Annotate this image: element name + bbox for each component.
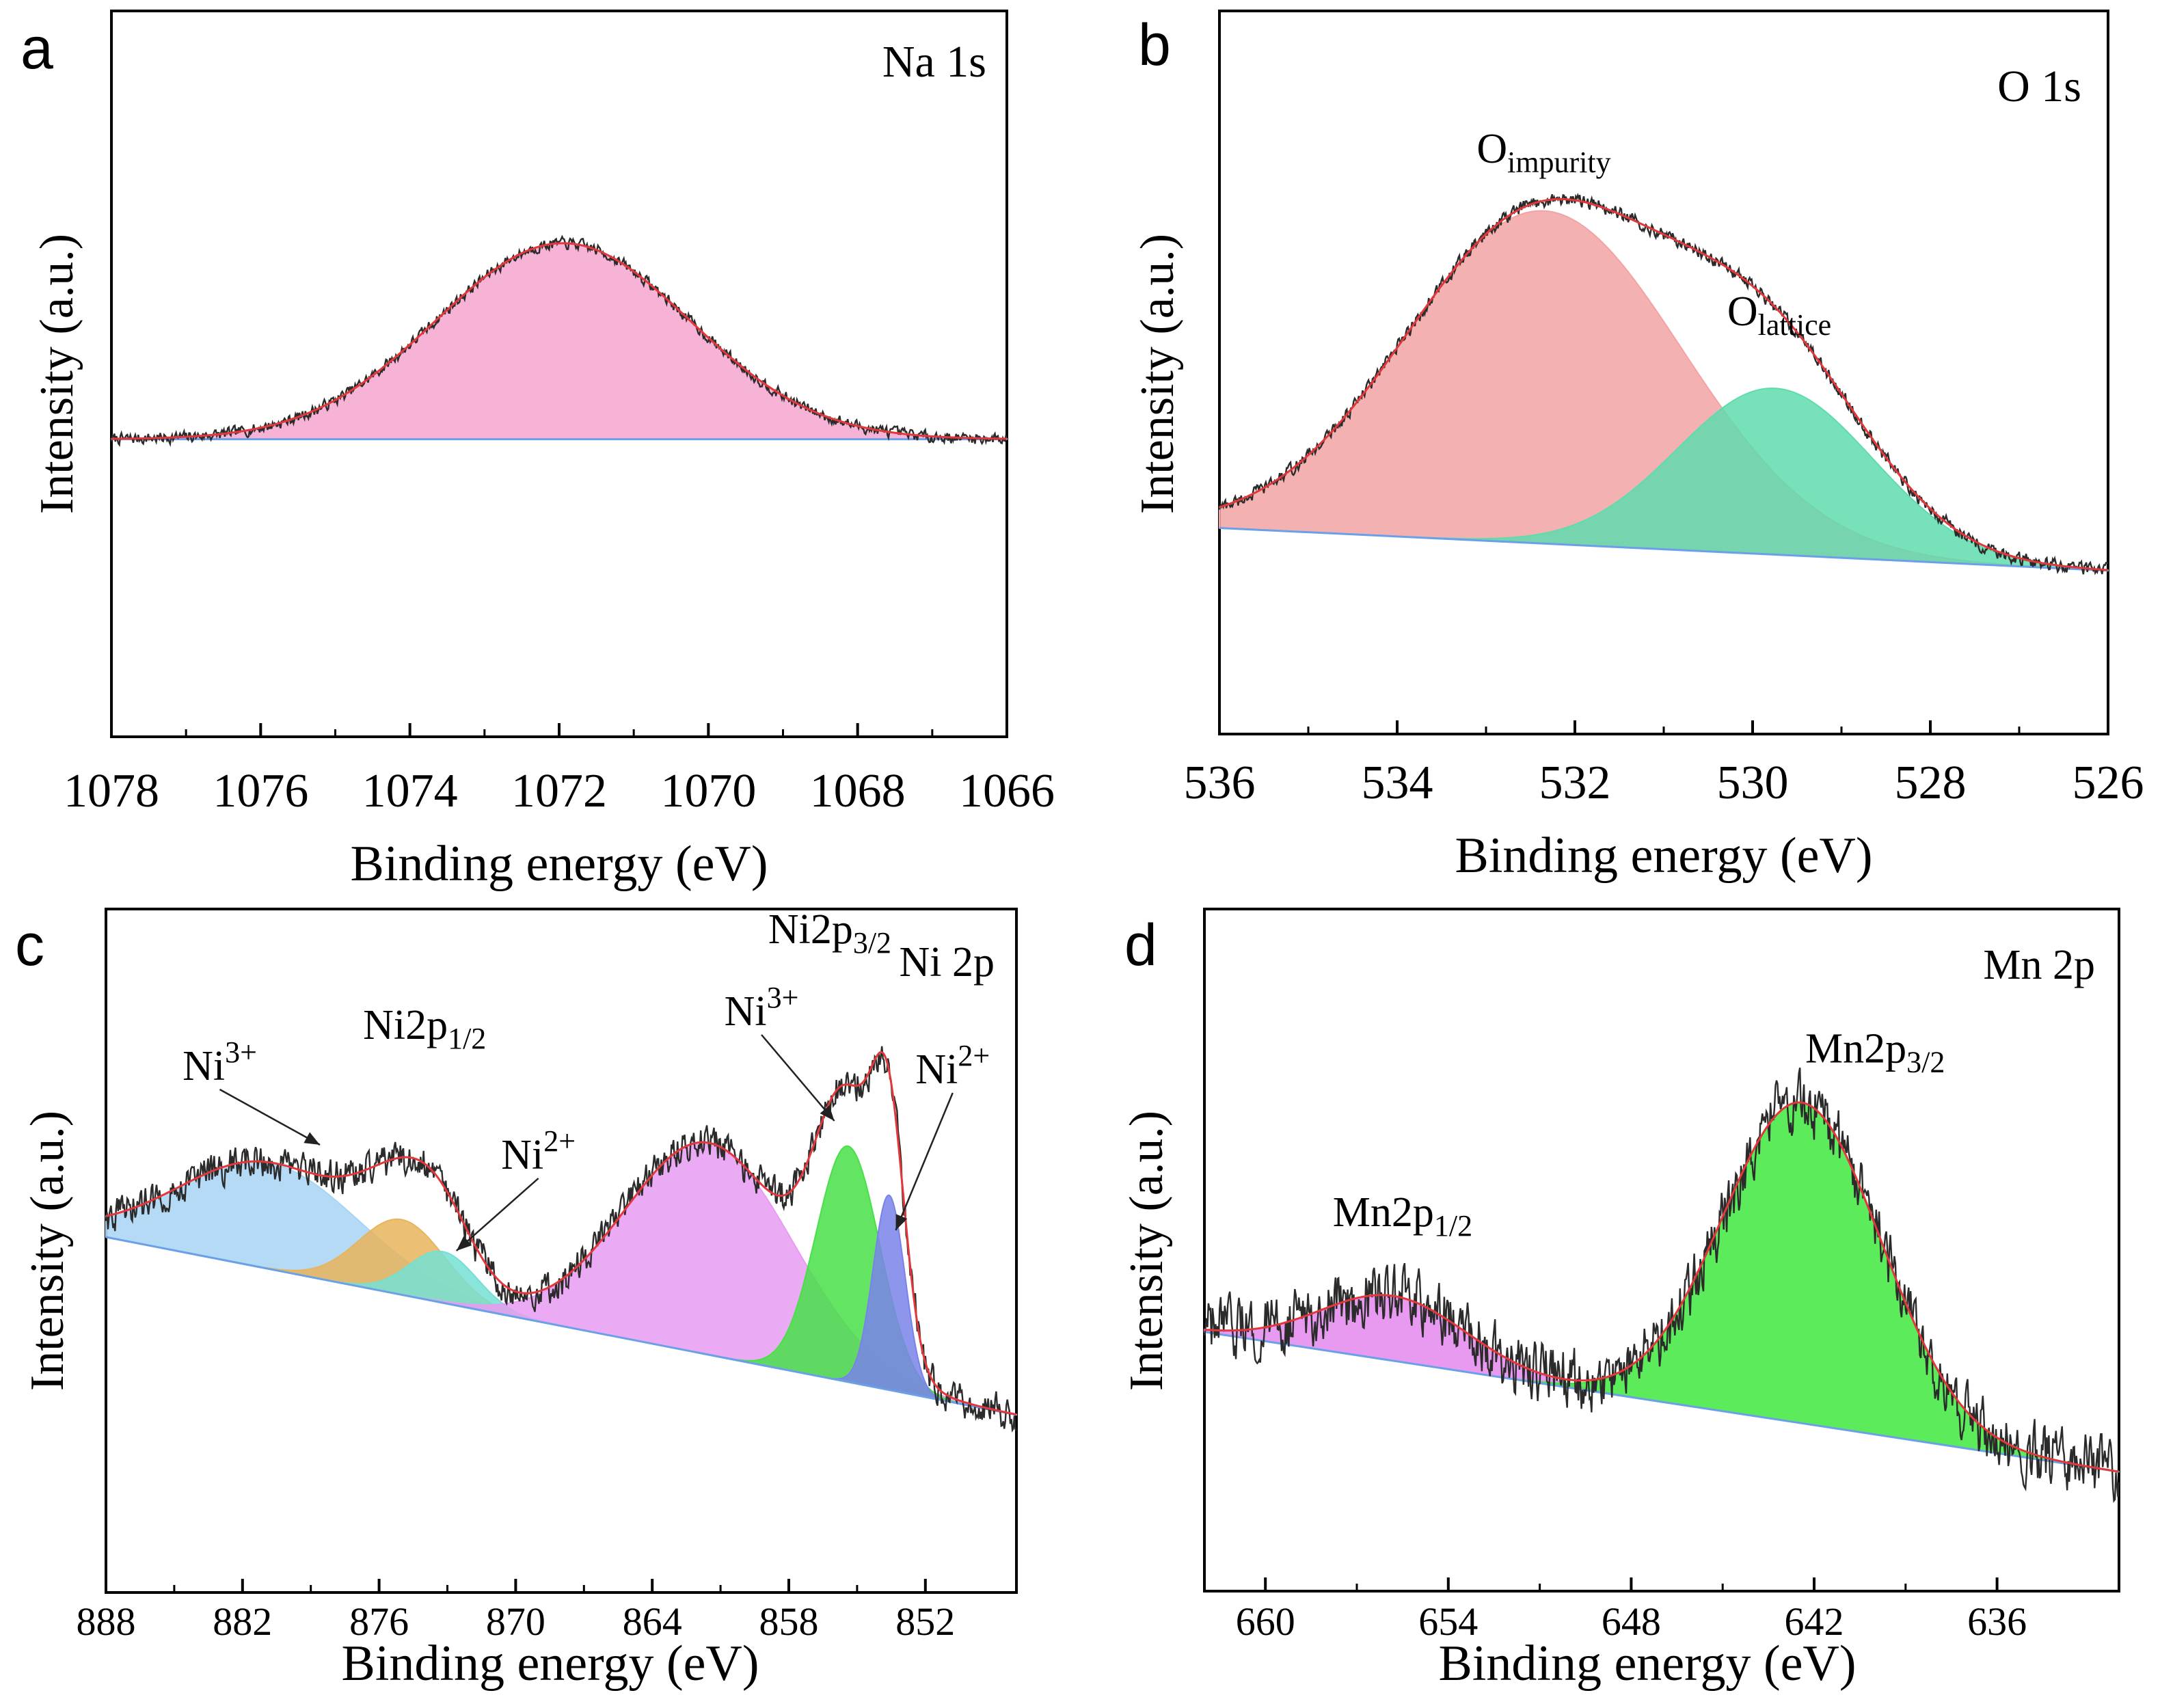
x-tick-label-c-6: 852	[895, 1599, 955, 1644]
x-tick-label-d-4: 636	[1967, 1599, 2027, 1644]
fit-envelope-b	[1219, 198, 2109, 571]
plot-area-a: 1078 1076 1074 1072 1070 1068 1066	[64, 234, 1055, 817]
x-tick-label-a-3: 1072	[511, 765, 607, 817]
peak-fill-d-2	[1204, 1101, 2120, 1473]
baseline-d	[1204, 1331, 2120, 1473]
annotation-arrowhead-c-1	[303, 1132, 321, 1145]
x-tick-label-a-4: 1070	[660, 765, 756, 817]
y-axis-label-c: Intensity (a.u.)	[21, 1111, 74, 1391]
x-axis-label-a: Binding energy (eV)	[350, 836, 768, 892]
panel-letter-d: d	[1124, 912, 1157, 978]
x-tick-label-c-3: 870	[486, 1599, 545, 1644]
panel-letter-a: a	[21, 16, 53, 81]
x-axis-label-c: Binding energy (eV)	[341, 1636, 759, 1692]
spectrum-title-a: Na 1s	[882, 37, 986, 87]
x-tick-label-b-0: 536	[1184, 757, 1256, 809]
x-tick-label-c-1: 882	[213, 1599, 272, 1644]
fit-envelope-a	[111, 242, 1008, 440]
spectrum-title-b: O 1s	[1997, 62, 2081, 111]
x-tick-label-c-5: 858	[759, 1599, 819, 1644]
x-tick-label-d-1: 654	[1418, 1599, 1478, 1644]
raw-spectrum-b	[1218, 192, 2109, 575]
x-axis-label-b: Binding energy (eV)	[1455, 828, 1872, 884]
annotation-arrow-c-3	[455, 1178, 539, 1251]
annotation-arrow-c-1	[219, 1088, 321, 1146]
plot-frame-c	[105, 908, 1018, 1594]
panel-letter-b: b	[1138, 12, 1171, 78]
annotation-arrowhead-c-3	[456, 1236, 472, 1251]
panel-d: d 660 654 648 642 636 Mn2p1/2 Mn2p3/2 Mn 2p In…	[1120, 908, 2120, 1692]
x-tick-label-a-5: 1068	[810, 765, 906, 817]
x-tick-label-c-2: 876	[349, 1599, 409, 1644]
x-tick-label-a-1: 1076	[213, 765, 308, 817]
x-tick-label-c-4: 864	[623, 1599, 682, 1644]
y-axis-label-b: Intensity (a.u.)	[1131, 234, 1184, 514]
baseline-c	[105, 1236, 1017, 1416]
annotation-arrow-c-6	[895, 1092, 954, 1231]
peak-annotation-c-3: Ni2+	[501, 1124, 576, 1178]
annotation-arrow-c-4	[761, 1034, 835, 1122]
peak-annotation-d-1: Mn2p1/2	[1333, 1189, 1472, 1243]
plot-frame-d	[1203, 908, 2120, 1592]
peak-annotation-c-2: Ni2p1/2	[363, 1002, 486, 1055]
x-tick-label-b-1: 534	[1362, 757, 1433, 809]
peak-annotation-c-1: Ni3+	[183, 1035, 257, 1089]
x-tick-label-d-0: 660	[1236, 1599, 1295, 1644]
peak-annotation-b-1: Oimpurity	[1476, 126, 1610, 179]
y-axis-label-a: Intensity (a.u.)	[31, 234, 83, 514]
x-axis-label-d: Binding energy (eV)	[1438, 1636, 1856, 1692]
x-tick-label-a-6: 1066	[959, 765, 1055, 817]
annotation-arrowhead-c-4	[820, 1105, 835, 1121]
plot-area-d: 660 654 648 642 636 Mn2p1/2 Mn2p3/2	[1203, 1026, 2120, 1644]
spectrum-title-d: Mn 2p	[1983, 942, 2095, 988]
x-tick-label-d-3: 642	[1785, 1599, 1844, 1644]
annotation-arrowhead-c-6	[895, 1214, 908, 1230]
peak-annotation-d-2: Mn2p3/2	[1805, 1026, 1945, 1079]
x-tick-label-a-0: 1078	[64, 765, 159, 817]
fit-envelope-c	[105, 1050, 1017, 1416]
panel-c: c 888 882 876 870 864 858 852 Ni3+ Ni2p1/2 Ni2+ Ni…	[15, 906, 1018, 1692]
x-tick-label-a-2: 1074	[362, 765, 458, 817]
peak-annotation-c-6: Ni2+	[915, 1039, 990, 1093]
baseline-b	[1219, 526, 2109, 572]
spectrum-title-c: Ni 2p	[900, 939, 995, 986]
x-tick-label-b-3: 530	[1717, 757, 1789, 809]
peak-annotation-c-4: Ni3+	[725, 981, 799, 1035]
peak-annotation-c-5: Ni2p3/2	[768, 906, 891, 960]
x-tick-label-b-5: 526	[2073, 757, 2144, 809]
panel-letter-c: c	[15, 912, 44, 978]
panel-b: b 536 534 532 530 528 526 Oimpurity Olattice O …	[1131, 10, 2144, 884]
peak-fill-a-1	[111, 242, 1008, 440]
x-tick-label-c-0: 888	[77, 1599, 136, 1644]
plot-area-b: 536 534 532 530 528 526 Oimpurity Olattice	[1184, 126, 2144, 809]
raw-spectrum-d	[1203, 1067, 2120, 1504]
x-tick-label-d-2: 648	[1602, 1599, 1661, 1644]
peak-annotation-b-2: Olattice	[1727, 288, 1831, 342]
x-tick-label-b-4: 528	[1895, 757, 1967, 809]
plot-area-c: 888 882 876 870 864 858 852 Ni3+ Ni2p1/2 Ni2+ Ni3+…	[77, 906, 1017, 1644]
x-tick-label-b-2: 532	[1539, 757, 1611, 809]
panel-a: a 1078 1076 1074 1072 1070 1068 1066 Na 1s Int…	[21, 10, 1055, 892]
fit-envelope-d	[1204, 1101, 2120, 1473]
y-axis-label-d: Intensity (a.u.)	[1120, 1111, 1173, 1391]
